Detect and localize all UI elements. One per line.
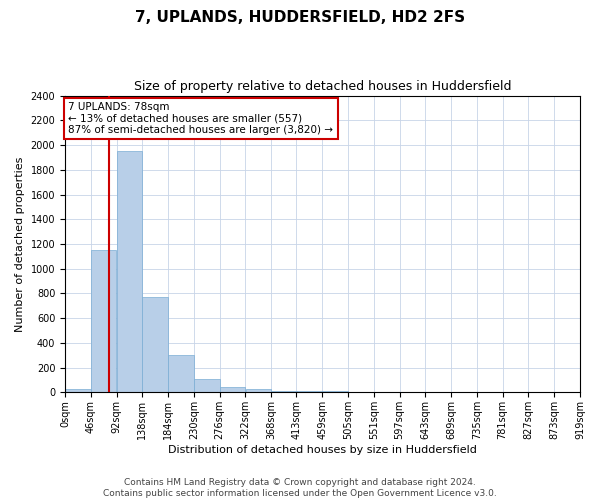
Bar (142, 297, 168, 392)
Text: 7, UPLANDS, HUDDERSFIELD, HD2 2FS: 7, UPLANDS, HUDDERSFIELD, HD2 2FS (135, 10, 465, 25)
Bar (116, 151, 142, 392)
Bar (220, 388, 245, 392)
Bar (65, 388, 91, 392)
Title: Size of property relative to detached houses in Huddersfield: Size of property relative to detached ho… (134, 80, 511, 93)
Bar (194, 380, 220, 392)
Bar (168, 356, 194, 393)
X-axis label: Distribution of detached houses by size in Huddersfield: Distribution of detached houses by size … (168, 445, 477, 455)
Bar (245, 390, 271, 392)
Text: 7 UPLANDS: 78sqm
← 13% of detached houses are smaller (557)
87% of semi-detached: 7 UPLANDS: 78sqm ← 13% of detached house… (68, 102, 334, 135)
Bar (91, 250, 116, 392)
Bar (296, 391, 322, 392)
Bar (271, 390, 297, 392)
Text: Contains HM Land Registry data © Crown copyright and database right 2024.
Contai: Contains HM Land Registry data © Crown c… (103, 478, 497, 498)
Y-axis label: Number of detached properties: Number of detached properties (15, 156, 25, 332)
